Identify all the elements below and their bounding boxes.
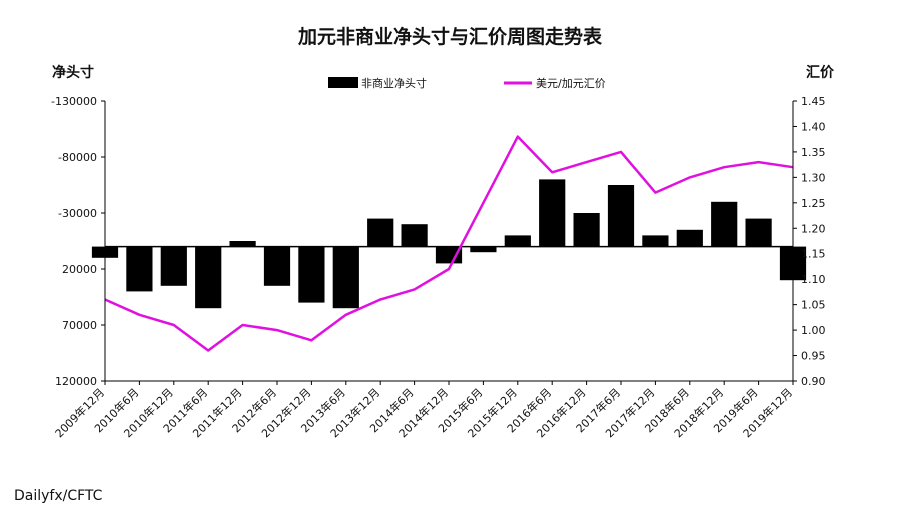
position-bar — [332, 246, 359, 309]
left-axis-title: 净头寸 — [52, 64, 94, 81]
position-bar — [160, 246, 187, 286]
right-tick-label: 0.95 — [801, 350, 826, 363]
position-bar — [745, 218, 772, 247]
right-tick-label: 1.05 — [801, 299, 826, 312]
position-bar — [676, 229, 703, 247]
left-tick-label: -80000 — [58, 151, 97, 164]
position-bar — [504, 235, 531, 247]
legend: 非商业净头寸 美元/加元汇价 — [328, 76, 606, 90]
right-tick-label: 1.00 — [801, 324, 826, 337]
legend-label-bars: 非商业净头寸 — [361, 76, 427, 90]
right-tick-label: 1.40 — [801, 120, 826, 133]
left-tick-label: 120000 — [55, 375, 97, 388]
position-bar — [607, 185, 635, 247]
position-bar — [711, 201, 738, 247]
position-bar — [298, 246, 325, 303]
right-tick-label: 1.20 — [801, 222, 826, 235]
right-tick-label: 1.45 — [801, 95, 826, 108]
left-tick-label: -130000 — [51, 95, 97, 108]
position-bar — [126, 246, 153, 292]
right-tick-label: 1.30 — [801, 171, 826, 184]
position-bar — [263, 246, 291, 286]
position-bar — [642, 235, 669, 247]
position-bar — [435, 246, 463, 264]
position-bar — [195, 246, 222, 309]
plot-area — [91, 135, 807, 352]
right-axis-title: 汇价 — [806, 65, 835, 81]
right-tick-label: 1.10 — [801, 273, 826, 286]
position-bar — [401, 224, 428, 247]
left-tick-label: -30000 — [58, 207, 97, 220]
right-tick-label: 1.15 — [801, 248, 826, 261]
usdcad-line — [104, 135, 794, 352]
left-tick-label: 20000 — [62, 263, 97, 276]
position-bar — [573, 213, 600, 247]
right-tick-label: 1.25 — [801, 197, 826, 210]
right-tick-label: 1.35 — [801, 146, 826, 159]
position-bar — [470, 246, 497, 253]
chart-title: 加元非商业净头寸与汇价周图走势表 — [297, 25, 603, 48]
legend-label-line: 美元/加元汇价 — [536, 77, 606, 90]
source-label: Dailyfx/CFTC — [14, 488, 103, 504]
left-tick-label: 70000 — [62, 319, 97, 332]
legend-swatch-bars — [328, 77, 358, 88]
position-bar — [539, 179, 566, 247]
position-bar — [229, 241, 256, 247]
position-bar — [367, 218, 394, 247]
right-tick-label: 0.90 — [801, 375, 826, 388]
